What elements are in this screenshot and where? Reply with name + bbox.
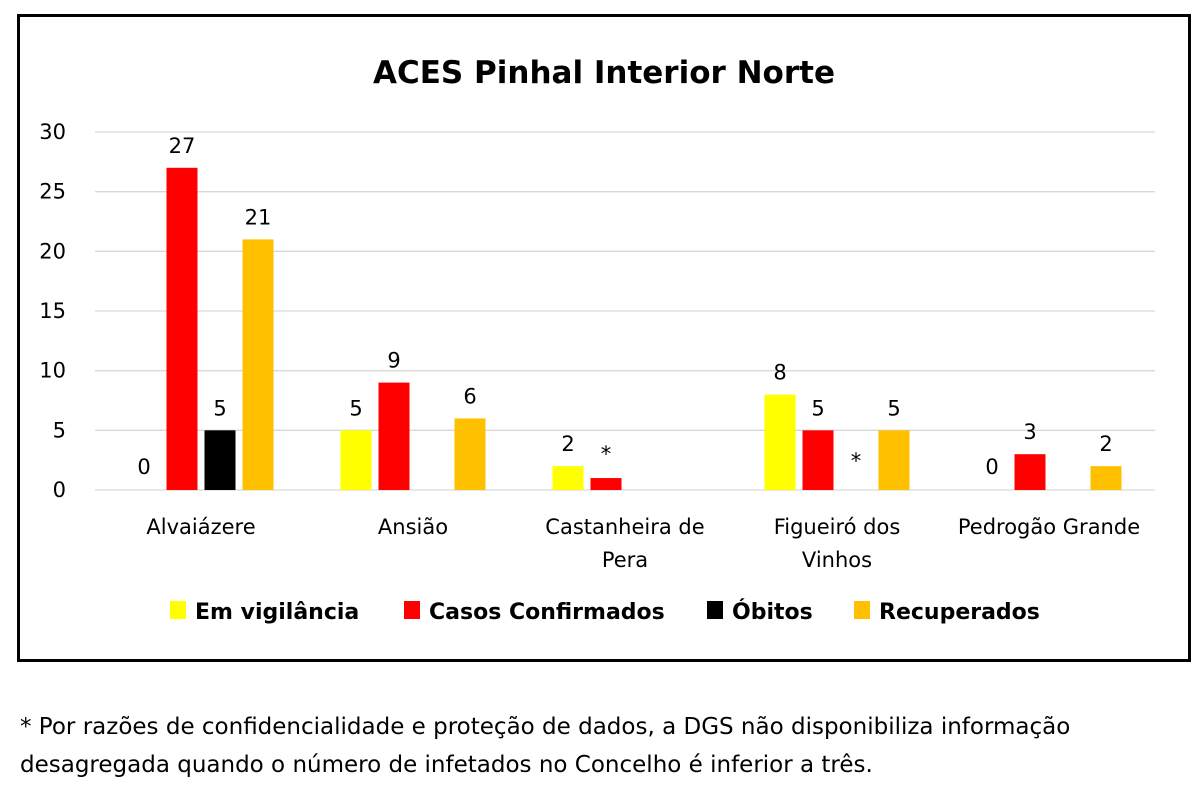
bar <box>802 430 834 490</box>
data-label: 27 <box>169 134 196 158</box>
chart-title: ACES Pinhal Interior Norte <box>373 55 835 91</box>
legend-label: Em vigilância <box>195 600 359 625</box>
y-tick-label: 0 <box>53 478 66 502</box>
chart-frame: ACES Pinhal Interior Norte 0 5 10 15 20 25 30 0 2… <box>17 14 1191 662</box>
x-tick-label: Vinhos <box>802 548 872 572</box>
bar <box>378 382 410 490</box>
x-tick-label: Pedrogão Grande <box>958 515 1140 539</box>
bar <box>166 167 198 491</box>
data-label: 5 <box>811 396 824 420</box>
legend-swatch <box>170 601 186 619</box>
y-tick-label: 20 <box>39 239 66 263</box>
bar <box>552 466 584 490</box>
y-tick-label: 10 <box>39 359 66 383</box>
footnote-line-1: * Por razões de confidencialidade e prot… <box>20 714 1071 740</box>
x-tick-label: Pera <box>602 548 648 572</box>
data-label: * <box>851 449 862 473</box>
data-label: 9 <box>387 349 400 373</box>
data-label: 21 <box>245 205 272 229</box>
legend-swatch <box>404 601 420 619</box>
data-label: 8 <box>773 361 786 385</box>
data-label: 5 <box>213 396 226 420</box>
data-label: 0 <box>137 455 150 479</box>
y-tick-label: 5 <box>53 418 66 442</box>
legend-label: Casos Confirmados <box>429 600 665 625</box>
footnote: * Por razões de confidencialidade e prot… <box>20 708 1190 784</box>
data-label: 0 <box>985 455 998 479</box>
data-label: * <box>601 442 612 466</box>
y-tick-label: 25 <box>39 180 66 204</box>
legend-label: Óbitos <box>732 599 813 625</box>
legend-swatch <box>707 601 723 619</box>
data-label: 3 <box>1023 420 1036 444</box>
data-label: 6 <box>463 384 476 408</box>
bar <box>590 478 622 490</box>
bar <box>1090 466 1122 490</box>
bar <box>204 430 236 490</box>
bar-chart: ACES Pinhal Interior Norte05101520253002… <box>39 55 1155 625</box>
data-label: 2 <box>561 432 574 456</box>
x-tick-label: Figueiró dos <box>774 515 901 539</box>
data-label: 2 <box>1099 432 1112 456</box>
legend-label: Recuperados <box>879 600 1040 625</box>
x-tick-label: Castanheira de <box>545 515 704 539</box>
x-tick-label: Alvaiázere <box>146 515 255 539</box>
footnote-line-2: desagregada quando o número de infetados… <box>20 752 873 778</box>
data-label: 5 <box>887 396 900 420</box>
bar <box>454 418 486 490</box>
data-label: 5 <box>349 396 362 420</box>
legend-swatch <box>854 601 870 619</box>
bar <box>340 430 372 490</box>
bar <box>764 394 796 490</box>
y-tick-label: 30 <box>39 120 66 144</box>
x-tick-label: Ansião <box>378 515 448 539</box>
bar <box>1014 454 1046 490</box>
bar <box>878 430 910 490</box>
y-tick-label: 15 <box>39 299 66 323</box>
bar <box>242 239 274 490</box>
